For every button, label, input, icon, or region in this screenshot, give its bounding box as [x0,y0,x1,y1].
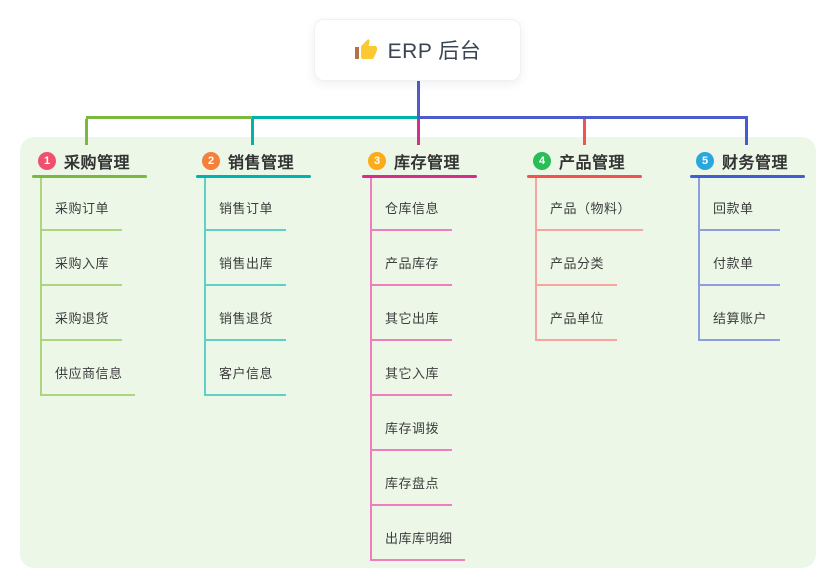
branch-node[interactable]: 5 财务管理 [696,149,788,173]
mindmap-background-panel [20,137,816,568]
child-node[interactable]: 采购订单 [40,198,122,231]
branch-node[interactable]: 2 销售管理 [202,149,294,173]
root-node-label: ERP 后台 [387,40,482,63]
child-node[interactable]: 出库库明细 [370,528,465,561]
branch-number-badge: 1 [38,152,56,170]
branch-number-badge: 5 [696,152,714,170]
child-node[interactable]: 其它出库 [370,308,452,341]
branch-connector-drop [417,119,420,145]
branch-child-spine [40,178,42,396]
connector-bus-segment [418,116,748,119]
branch-connector-drop [583,119,586,145]
child-node[interactable]: 其它入库 [370,363,452,396]
branch-node[interactable]: 1 采购管理 [38,149,130,173]
branch-node-label: 销售管理 [228,155,295,172]
branch-node[interactable]: 4 产品管理 [533,149,625,173]
connector-bus-segment [252,116,420,119]
branch-number-badge: 4 [533,152,551,170]
root-node[interactable]: ERP 后台 [314,19,521,81]
child-node[interactable]: 销售订单 [204,198,286,231]
branch-connector-drop [745,119,748,145]
branch-number-badge: 2 [202,152,220,170]
child-node[interactable]: 产品分类 [535,253,617,286]
branch-child-spine [535,178,537,341]
branch-underline [362,175,477,178]
child-node[interactable]: 产品（物料） [535,198,644,231]
branch-connector-drop [251,119,254,145]
child-node[interactable]: 库存调拨 [370,418,452,451]
branch-underline [196,175,311,178]
branch-node-label: 采购管理 [64,155,131,172]
child-node[interactable]: 销售出库 [204,253,286,286]
child-node[interactable]: 产品单位 [535,308,617,341]
child-node[interactable]: 采购退货 [40,308,122,341]
branch-child-spine [204,178,206,396]
branch-underline [32,175,147,178]
branch-underline [690,175,805,178]
child-node[interactable]: 采购入库 [40,253,122,286]
branch-node-label: 库存管理 [394,155,461,172]
branch-number-badge: 3 [368,152,386,170]
child-node[interactable]: 供应商信息 [40,363,135,396]
branch-underline [527,175,642,178]
root-connector-line [417,81,420,119]
child-node[interactable]: 库存盘点 [370,473,452,506]
branch-child-spine [370,178,372,561]
child-node[interactable]: 销售退货 [204,308,286,341]
child-node[interactable]: 产品库存 [370,253,452,286]
child-node[interactable]: 回款单 [698,198,780,231]
branch-connector-drop [85,119,88,145]
child-node[interactable]: 结算账户 [698,308,780,341]
child-node[interactable]: 客户信息 [204,363,286,396]
child-node[interactable]: 付款单 [698,253,780,286]
child-node[interactable]: 仓库信息 [370,198,452,231]
branch-node-label: 产品管理 [559,155,626,172]
connector-bus-segment [86,116,254,119]
branch-child-spine [698,178,700,341]
branch-node[interactable]: 3 库存管理 [368,149,460,173]
branch-node-label: 财务管理 [722,155,789,172]
thumbs-up-icon [354,38,378,62]
